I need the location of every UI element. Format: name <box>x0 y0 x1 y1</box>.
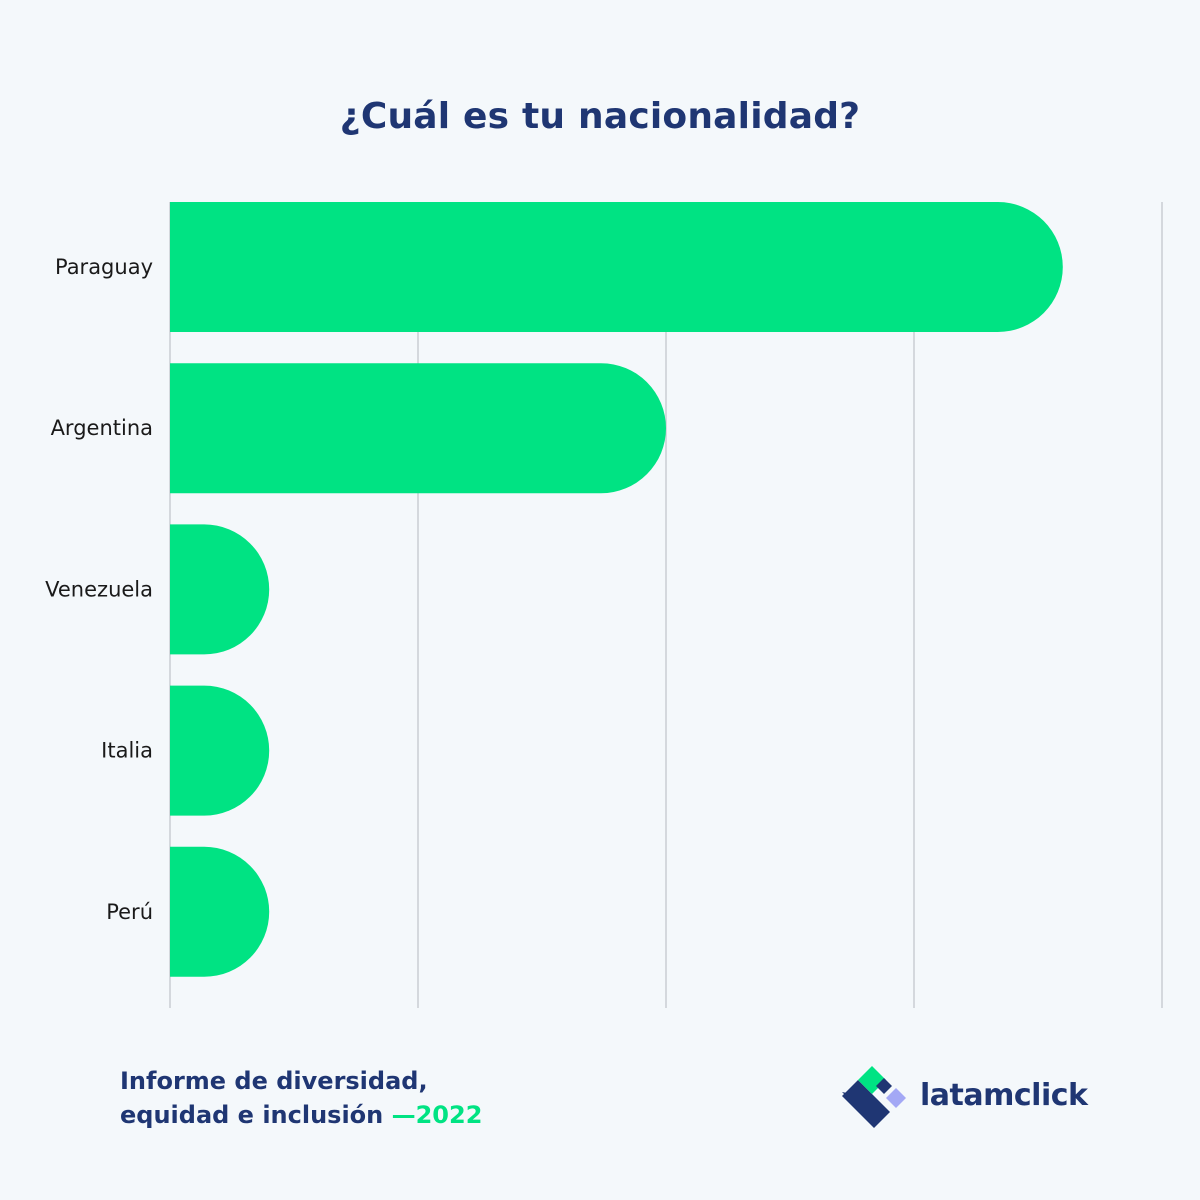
bar-peru <box>170 846 270 977</box>
report-caption-line2: equidad e inclusión —2022 <box>120 1098 482 1132</box>
category-labels: Paraguay Argentina Venezuela Italia Perú <box>45 255 153 924</box>
brand-logo: latamclick <box>842 1064 1092 1130</box>
report-caption-line1: Informe de diversidad, <box>120 1067 428 1095</box>
chart-title: ¿Cuál es tu nacionalidad? <box>339 96 861 137</box>
bar-argentina <box>170 363 666 494</box>
brand-name: latamclick <box>920 1078 1088 1113</box>
category-label: Perú <box>106 900 153 924</box>
category-label: Paraguay <box>55 255 153 279</box>
report-caption-title: equidad e inclusión <box>120 1101 384 1129</box>
bars <box>170 202 1063 977</box>
report-caption: Informe de diversidad, equidad e inclusi… <box>120 1064 482 1132</box>
bar-venezuela <box>170 524 270 655</box>
category-label: Venezuela <box>45 577 153 601</box>
report-year: —2022 <box>391 1101 483 1129</box>
bar-paraguay <box>170 202 1063 332</box>
category-label: Argentina <box>51 416 153 440</box>
category-label: Italia <box>101 739 153 763</box>
latamclick-logo-icon <box>842 1066 906 1128</box>
bar-italia <box>170 685 270 816</box>
